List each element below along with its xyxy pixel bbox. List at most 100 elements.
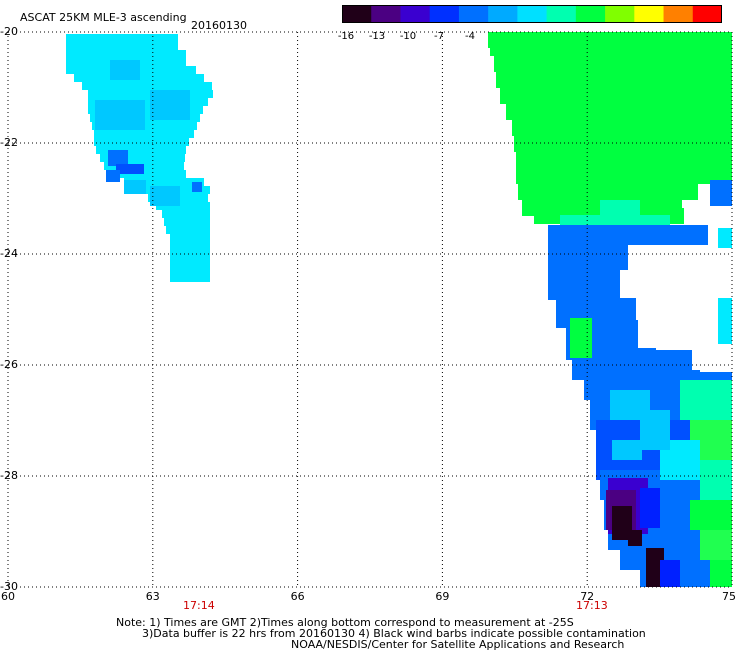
- swath-cell: [110, 60, 140, 80]
- swath-cell: [156, 202, 210, 210]
- swath-cell: [96, 146, 186, 154]
- lat-label: -28: [0, 469, 18, 482]
- colorbar-swatch: [400, 5, 431, 23]
- lat-lon-grid: [7, 31, 733, 588]
- header-title: ASCAT 25KM MLE-3 ascending: [20, 11, 187, 24]
- swath-cell: [640, 488, 660, 528]
- swath-cell: [710, 560, 732, 587]
- swath-cell: [150, 186, 180, 206]
- colorbar-label: -7: [434, 31, 444, 42]
- swath-cell: [700, 530, 732, 560]
- colorbar-swatch: [517, 5, 548, 23]
- swath-cell: [170, 266, 210, 274]
- pass-time-left: 17:14: [183, 599, 215, 612]
- swath-cell: [710, 180, 732, 206]
- colorbar-swatch: [546, 5, 577, 23]
- lat-label: -24: [0, 247, 18, 260]
- pass-time-right: 17:13: [576, 599, 608, 612]
- swath-cell: [628, 530, 642, 546]
- colorbar-swatch: [371, 5, 401, 23]
- swath-cell: [500, 88, 732, 104]
- swath-cell: [612, 506, 632, 540]
- swath-cell: [700, 460, 732, 500]
- swath-cell: [600, 200, 640, 215]
- colorbar-swatch: [634, 5, 665, 23]
- swath-cell: [170, 274, 210, 282]
- swath-cell: [82, 82, 212, 90]
- swath-cell: [516, 152, 732, 168]
- swath-cell: [66, 34, 178, 42]
- swath-cell: [88, 106, 203, 114]
- swath-cell: [570, 318, 592, 358]
- colorbar-swatch: [458, 5, 489, 23]
- colorbar-label: -4: [465, 31, 475, 42]
- swath-cell: [548, 240, 628, 270]
- swath-cell: [640, 410, 670, 450]
- lon-label: 60: [1, 590, 15, 603]
- swath-cell: [192, 182, 202, 192]
- swath-cell: [170, 214, 200, 244]
- header-date: 20160130: [191, 19, 247, 32]
- swath-cell: [100, 154, 185, 162]
- lon-label: 75: [722, 590, 736, 603]
- lon-label: 69: [435, 590, 450, 603]
- swath-cell: [490, 40, 732, 56]
- colorbar-swatch: [575, 5, 606, 23]
- lat-label: -22: [0, 136, 18, 149]
- swath-cell: [94, 138, 189, 146]
- swath-cell: [66, 42, 178, 50]
- swath-cell: [512, 120, 732, 136]
- note-line-1: Note: 1) Times are GMT 2)Times along bot…: [116, 616, 574, 629]
- colorbar-swatch: [488, 5, 518, 23]
- swath-cell: [518, 184, 698, 200]
- swath-left: [66, 34, 213, 282]
- swath-cell: [170, 242, 210, 250]
- swath-cell: [690, 500, 732, 530]
- swath-cell: [718, 298, 732, 344]
- swath-cell: [95, 100, 145, 130]
- colorbar-swatch: [663, 5, 694, 23]
- swath-cell: [124, 180, 146, 194]
- swath-cell: [700, 348, 732, 372]
- swath-cell: [72, 40, 96, 70]
- swath-cell: [680, 380, 732, 420]
- colorbar-swatch: [692, 5, 723, 23]
- lat-label: -26: [0, 358, 18, 371]
- swath-cell: [660, 560, 680, 587]
- lon-label: 72: [580, 590, 595, 603]
- colorbar-swatch: [605, 5, 635, 23]
- swath-cell: [632, 248, 732, 288]
- swath-cell: [646, 548, 664, 587]
- note-line-2: 3)Data buffer is 22 hrs from 20160130 4)…: [142, 627, 646, 640]
- note-line-3: NOAA/NESDIS/Center for Satellite Applica…: [291, 638, 625, 651]
- swath-cell: [94, 130, 194, 138]
- swath-cell: [612, 440, 642, 460]
- colorbar-label: -16: [337, 31, 355, 42]
- swath-cell: [516, 168, 732, 184]
- colorbar-label: -13: [368, 31, 386, 42]
- swath-cell: [514, 136, 732, 152]
- swath-cell: [106, 170, 120, 182]
- swath-cell: [66, 50, 186, 58]
- swath-cell: [170, 250, 210, 258]
- lon-label: 66: [290, 590, 305, 603]
- colorbar-swatch: [429, 5, 460, 23]
- colorbar-label: -10: [399, 31, 417, 42]
- swath-cell: [496, 72, 732, 88]
- swath-cell: [124, 178, 204, 186]
- lat-label: -30: [0, 580, 18, 593]
- lon-label: 63: [145, 590, 160, 603]
- swath-cell: [116, 164, 144, 174]
- lat-label: -20: [0, 25, 18, 38]
- swath-cell: [170, 258, 210, 266]
- colorbar-swatches: [342, 5, 723, 23]
- swath-cell: [116, 170, 186, 178]
- colorbar-swatch: [342, 5, 372, 23]
- swath-cell: [718, 228, 732, 248]
- swath-cell: [88, 98, 208, 106]
- swath-cell: [150, 90, 190, 120]
- swath-cell: [638, 288, 732, 348]
- swath-right: [488, 32, 732, 587]
- map-plot: [7, 31, 733, 588]
- swath-cell: [506, 104, 732, 120]
